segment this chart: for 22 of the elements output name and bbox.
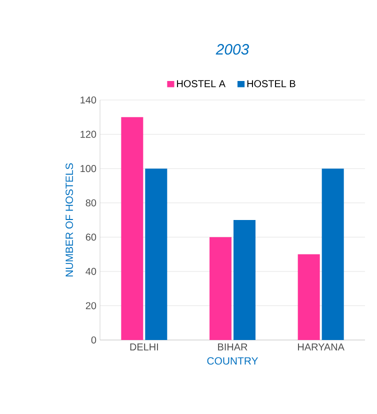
y-tick-label: 120 [80, 130, 96, 138]
bar [298, 254, 320, 340]
x-tick-label: HARYANA [298, 344, 344, 350]
bar [145, 168, 168, 340]
y-tick-label: 0 [91, 336, 96, 344]
x-tick-label: DELHI [130, 344, 158, 350]
y-axis-title: NUMBER OF HOSTELS [66, 163, 74, 276]
y-tick-label: 40 [86, 268, 96, 275]
x-axis-title: COUNTRY [207, 357, 258, 365]
y-tick-label: 140 [80, 96, 96, 104]
chart-title: 2003 [216, 44, 249, 55]
bar [210, 237, 232, 340]
y-tick-label: 100 [80, 165, 96, 172]
x-tick-label: BIHAR [218, 344, 248, 350]
bar [121, 117, 144, 340]
legend-label: HOSTEL B [247, 80, 296, 88]
y-tick-label: 80 [86, 199, 96, 206]
y-tick-label: 20 [86, 302, 96, 310]
bar [322, 168, 344, 340]
y-tick-label: 60 [86, 234, 96, 241]
bar [233, 220, 256, 340]
legend-label: HOSTEL A [177, 80, 226, 88]
